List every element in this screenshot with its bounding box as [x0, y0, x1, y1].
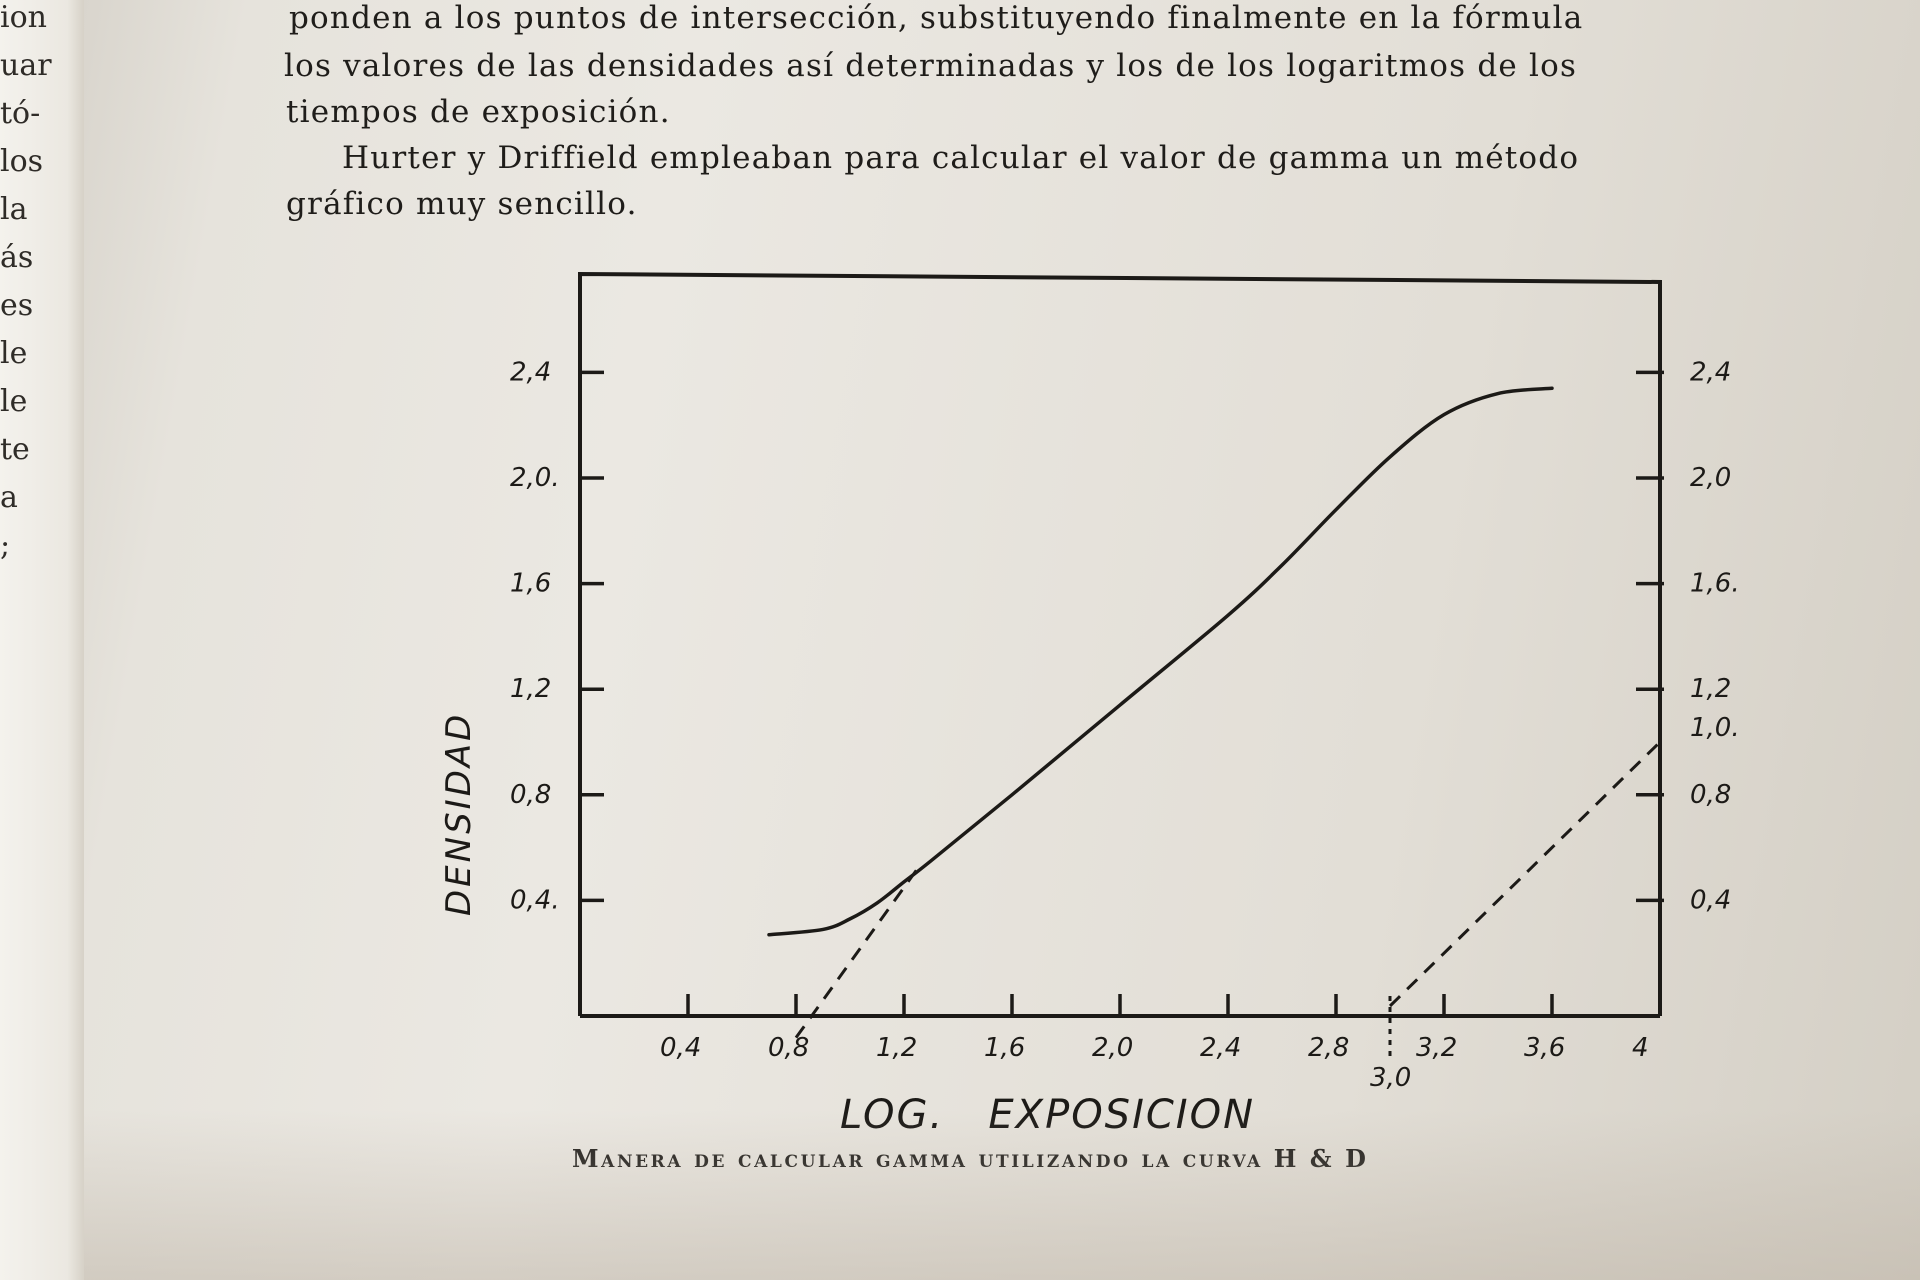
margin-fragment: ;: [0, 528, 11, 563]
paragraph-2-line: gráfico muy sencillo.: [286, 186, 638, 222]
x-tick-label: 2,0: [1092, 1033, 1133, 1063]
paragraph-1-line: ponden a los puntos de intersección, sub…: [289, 0, 1584, 36]
y-annotation-label: 1,0.: [1690, 713, 1740, 743]
x-axis-title: LOG. EXPOSICION: [840, 1092, 1255, 1138]
margin-fragment: los: [0, 144, 44, 179]
margin-fragment: uar: [0, 48, 52, 83]
x-tick-label: 4: [1632, 1033, 1649, 1063]
x-tick-label: 1,2: [876, 1033, 917, 1063]
margin-fragment: la: [0, 192, 28, 227]
x-tick-label: 3,6: [1524, 1033, 1565, 1063]
figure-caption: Manera de calcular gamma utilizando la c…: [572, 1144, 1369, 1173]
hd-curve: [767, 386, 1554, 937]
margin-fragment: a: [0, 480, 18, 515]
y-tick-label-left: 0,8: [510, 780, 551, 810]
x-tick-label: 2,8: [1308, 1033, 1349, 1063]
y-tick-label-left: 0,4.: [510, 885, 560, 915]
y-tick-label-right: 0,4: [1690, 885, 1731, 915]
margin-fragment: le: [0, 384, 28, 419]
x-tick-label: 0,8: [768, 1033, 809, 1063]
tangent-dashed-line: [794, 867, 919, 1039]
margin-fragment: tó-: [0, 96, 41, 131]
paragraph-1-line: los valores de las densidades así determ…: [284, 48, 1578, 84]
margin-fragment: le: [0, 336, 28, 371]
margin-fragment: ás: [0, 240, 34, 275]
hd-curve-chart: 0,4 0,8 1,2 1,6 2,0 2,4 2,8 3,2 3,6 4 0,4. 0,8 1,2 1,…: [439, 271, 1740, 1138]
adjacent-page-fragments: ion uar tó-los la ás es le le te a;: [0, 0, 52, 570]
margin-fragment: te: [0, 432, 30, 467]
x-tick-label: 0,4: [660, 1033, 701, 1063]
y-tick-label-left: 2,0.: [510, 463, 560, 493]
y-tick-label-left: 2,4: [510, 357, 551, 387]
margin-fragment: ion: [0, 0, 47, 35]
y-tick-label-right: 1,2: [1690, 674, 1731, 704]
x-tick-label: 2,4: [1200, 1033, 1241, 1063]
y-tick-label-left: 1,2: [510, 674, 551, 704]
y-tick-label-right: 2,4: [1690, 357, 1731, 387]
paragraph-2-line: Hurter y Driffield empleaban para calcul…: [342, 140, 1580, 176]
x-tick-label: 3,2: [1416, 1033, 1457, 1063]
y-tick-label-right: 0,8: [1690, 780, 1731, 810]
y-axis-title: DENSIDAD: [439, 712, 479, 916]
chart-frame-border: [578, 271, 1662, 1016]
book-page: ponden a los puntos de intersección, sub…: [84, 0, 1920, 1280]
y-tick-label-left: 1,6: [510, 569, 551, 599]
paragraph-1-line: tiempos de exposición.: [286, 94, 671, 130]
x-annotation-label: 3,0: [1370, 1063, 1411, 1093]
y-tick-label-right: 1,6.: [1690, 569, 1740, 599]
tangent-dashed-line: [1388, 740, 1662, 1008]
y-tick-label-right: 2,0: [1690, 463, 1731, 493]
x-tick-label: 1,6: [984, 1033, 1025, 1063]
adjacent-page-margin: ion uar tó-los la ás es le le te a;: [0, 0, 84, 1280]
margin-fragment: es: [0, 288, 34, 323]
